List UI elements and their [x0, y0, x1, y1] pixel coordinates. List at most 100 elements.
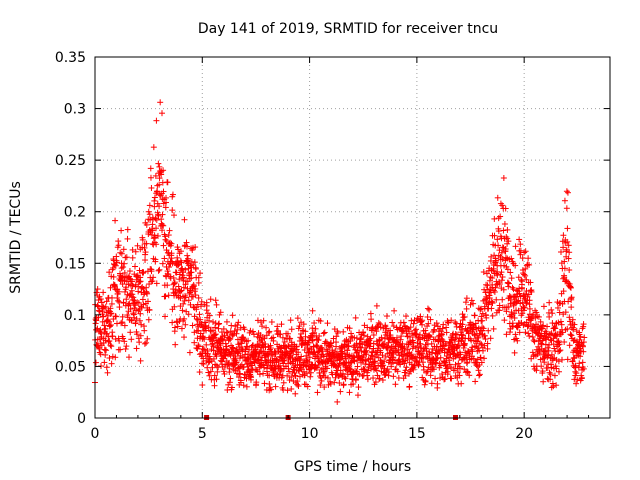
data-point — [162, 313, 169, 320]
data-points — [91, 99, 588, 405]
data-point — [121, 260, 128, 267]
data-point — [144, 290, 151, 297]
data-point — [154, 188, 161, 195]
data-point — [249, 362, 256, 369]
data-point — [226, 379, 233, 386]
data-point — [201, 346, 208, 353]
data-point — [165, 232, 172, 239]
data-point — [297, 330, 304, 337]
data-point — [132, 248, 139, 255]
data-point — [209, 318, 216, 325]
data-point — [137, 310, 144, 317]
data-point — [194, 301, 201, 308]
data-point — [102, 337, 109, 344]
data-point — [192, 285, 199, 292]
data-point — [140, 285, 147, 292]
data-point — [363, 347, 370, 354]
data-point — [110, 273, 117, 280]
data-point — [104, 369, 111, 376]
data-point — [197, 270, 204, 277]
x-tick-label: 15 — [408, 426, 426, 442]
data-point — [121, 338, 128, 345]
data-point — [129, 278, 136, 285]
data-point — [300, 321, 307, 328]
data-point — [143, 284, 150, 291]
data-point — [334, 398, 341, 405]
data-point — [267, 345, 274, 352]
data-point — [109, 333, 116, 340]
data-point — [309, 337, 316, 344]
data-point — [352, 377, 359, 384]
data-point — [253, 379, 260, 386]
data-point — [254, 341, 261, 348]
data-point — [153, 241, 160, 248]
data-point — [195, 327, 202, 334]
data-point — [332, 371, 339, 378]
data-point — [105, 338, 112, 345]
data-point — [95, 307, 102, 314]
data-point — [137, 357, 144, 364]
data-point — [356, 371, 363, 378]
data-point — [204, 364, 211, 371]
data-point — [151, 197, 158, 204]
data-point — [145, 316, 152, 323]
data-point — [259, 323, 266, 330]
data-point — [197, 316, 204, 323]
data-point — [340, 381, 347, 388]
data-point — [373, 328, 380, 335]
data-point — [351, 358, 358, 365]
data-point — [193, 328, 200, 335]
data-point — [115, 238, 122, 245]
data-point — [206, 317, 213, 324]
data-point — [209, 340, 216, 347]
data-point — [169, 207, 176, 214]
data-point — [341, 374, 348, 381]
data-point — [277, 331, 284, 338]
data-point — [118, 320, 125, 327]
data-point — [116, 337, 123, 344]
data-point — [302, 333, 309, 340]
data-point — [137, 278, 144, 285]
data-point — [123, 278, 130, 285]
data-point — [130, 310, 137, 317]
data-point — [171, 279, 178, 286]
data-point — [101, 359, 108, 366]
data-point — [367, 343, 374, 350]
data-point — [226, 365, 233, 372]
y-tick-label: 0.35 — [55, 50, 86, 66]
data-point — [315, 336, 322, 343]
data-point — [155, 160, 162, 167]
data-point — [266, 380, 273, 387]
data-point — [112, 217, 119, 224]
data-point — [108, 360, 115, 367]
data-point — [285, 342, 292, 349]
data-point — [260, 317, 267, 324]
data-point — [322, 374, 329, 381]
y-axis-label: SRMTID / TECUs — [8, 181, 24, 294]
data-point — [192, 244, 199, 251]
data-point — [321, 384, 328, 391]
data-point — [230, 345, 237, 352]
data-point — [354, 363, 361, 370]
data-point — [328, 339, 335, 346]
x-tick-label: 0 — [91, 426, 100, 442]
data-point — [178, 259, 185, 266]
data-point — [233, 359, 240, 366]
data-point — [374, 351, 381, 358]
data-point — [101, 322, 108, 329]
data-point — [227, 336, 234, 343]
data-point — [173, 269, 180, 276]
data-point — [132, 319, 139, 326]
data-point — [195, 342, 202, 349]
data-point — [305, 349, 312, 356]
data-point — [94, 302, 101, 309]
data-point — [129, 254, 136, 261]
data-point — [212, 324, 219, 331]
data-point — [102, 351, 109, 358]
data-point — [342, 375, 349, 382]
data-point — [169, 260, 176, 267]
data-point — [184, 252, 191, 259]
data-point — [262, 344, 269, 351]
data-point — [123, 296, 130, 303]
data-point — [324, 374, 331, 381]
